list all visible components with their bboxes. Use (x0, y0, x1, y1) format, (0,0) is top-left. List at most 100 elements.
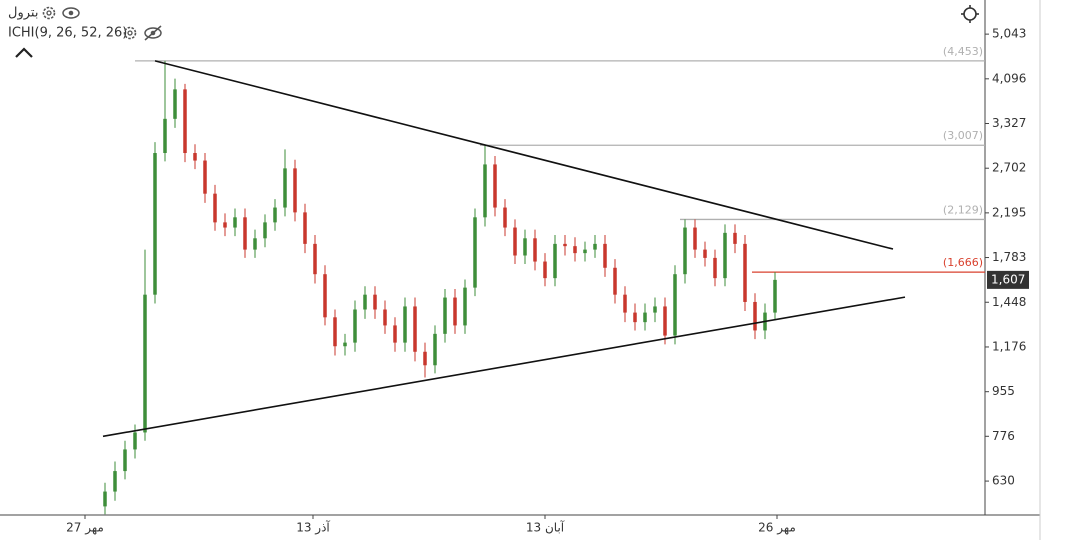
y-tick-label: 5,043 (992, 27, 1026, 41)
x-tick-label: 27 مهر (66, 521, 104, 536)
y-tick-label: 2,702 (992, 161, 1026, 175)
collapse-button[interactable] (15, 47, 33, 58)
candle-body (273, 207, 277, 223)
y-tick-label: 1,176 (992, 339, 1026, 353)
candle-body (113, 471, 117, 492)
candle-body (263, 222, 267, 239)
last-price-label: 1,607 (991, 272, 1025, 286)
candle-body (493, 164, 497, 208)
candle-body (443, 297, 447, 334)
candle-body (453, 297, 457, 326)
settings-icon[interactable] (42, 6, 56, 20)
candle-body (223, 222, 227, 228)
candle-body (733, 232, 737, 244)
indicator-label: ICHI(9, 26, 52, 26) (8, 26, 127, 41)
candle-body (313, 243, 317, 275)
candle-body (743, 243, 747, 302)
candle-body (303, 212, 307, 244)
candle-body (713, 257, 717, 279)
candle-body (663, 306, 667, 336)
x-tick-label: 13 آبان (526, 520, 565, 535)
candle-body (693, 227, 697, 250)
candle-body (623, 294, 627, 313)
trendline (154, 60, 894, 250)
candle-body (563, 243, 567, 247)
candle-body (343, 342, 347, 347)
candle-body (513, 227, 517, 256)
candle-body (463, 287, 467, 326)
candle-body (573, 246, 577, 254)
price-level-label: (1,666) (943, 256, 983, 269)
candle-body (773, 279, 777, 313)
candle-body (593, 243, 597, 250)
crosshair-button[interactable] (961, 5, 979, 23)
candle-body (753, 301, 757, 331)
candle-body (433, 333, 437, 366)
candle-body (363, 294, 367, 310)
candle-body (683, 227, 687, 275)
candle-body (503, 207, 507, 228)
candle-body (143, 294, 147, 433)
candle-body (253, 238, 257, 250)
candle-body (293, 168, 297, 213)
candle-body (653, 306, 657, 313)
x-tick-label: 13 آذر (296, 520, 330, 536)
settings-icon[interactable] (123, 26, 137, 40)
candle-body (353, 309, 357, 343)
candle-body (323, 274, 327, 318)
y-tick-label: 630 (992, 474, 1015, 488)
candle-body (283, 168, 287, 208)
candle-body (583, 249, 587, 254)
y-tick-label: 2,195 (992, 205, 1026, 219)
y-tick-label: 3,327 (992, 116, 1026, 130)
candle-body (193, 153, 197, 161)
candle-body (523, 238, 527, 256)
candle-body (483, 164, 487, 218)
candle-body (133, 432, 137, 450)
price-level-label: (4,453) (943, 45, 983, 58)
y-tick-label: 1,448 (992, 295, 1026, 309)
candle-body (633, 312, 637, 323)
candle-body (403, 306, 407, 343)
candle-body (173, 89, 177, 119)
candle-body (413, 306, 417, 352)
y-tick-label: 776 (992, 429, 1015, 443)
candle-body (393, 325, 397, 343)
candle-body (613, 267, 617, 295)
candle-body (373, 294, 377, 310)
candle-body (423, 351, 427, 366)
candle-body (153, 153, 157, 295)
symbol-title: بترول (8, 6, 38, 21)
x-tick-label: 26 مهر (758, 521, 796, 536)
candle-body (213, 193, 217, 223)
candle-body (103, 491, 107, 507)
candle-body (333, 317, 337, 347)
y-tick-label: 4,096 (992, 71, 1026, 85)
candle-body (383, 309, 387, 326)
candle-body (673, 274, 677, 336)
trendline (102, 296, 906, 438)
candle-body (643, 312, 647, 323)
hide-icon[interactable] (144, 25, 162, 41)
candle-body (233, 217, 237, 228)
candle-body (473, 217, 477, 288)
candle-body (183, 89, 187, 154)
price-level-label: (2,129) (943, 203, 983, 216)
candle-body (553, 243, 557, 279)
candle-body (123, 449, 127, 472)
y-tick-label: 955 (992, 384, 1015, 398)
last-price-box (987, 270, 1029, 289)
candle-body (603, 243, 607, 268)
candle-body (703, 249, 707, 258)
candle-body (203, 160, 207, 194)
candle-body (723, 232, 727, 279)
visibility-icon[interactable] (62, 7, 80, 19)
candle-body (243, 217, 247, 250)
candle-body (163, 118, 167, 154)
candle-body (543, 261, 547, 279)
y-tick-label: 1,783 (992, 250, 1026, 264)
price-level-label: (3,007) (943, 129, 983, 142)
